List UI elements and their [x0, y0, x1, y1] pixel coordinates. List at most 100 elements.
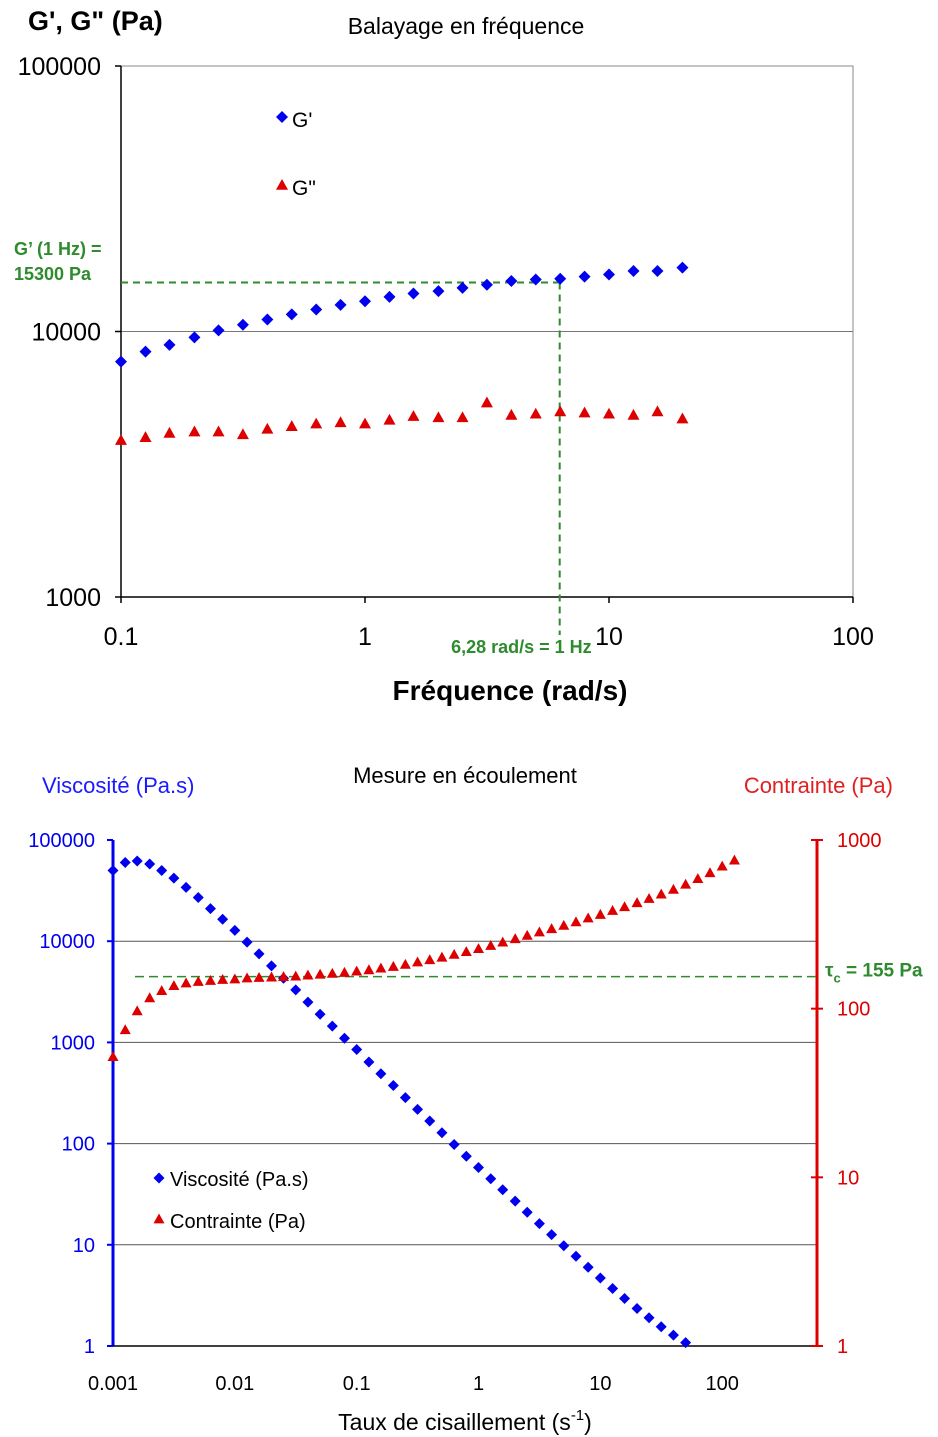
- chart2-point-stress: [704, 867, 716, 878]
- chart2-point-viscosity: [229, 924, 241, 936]
- chart1-point-g-prime: [163, 338, 176, 351]
- chart2-point-stress: [570, 916, 582, 927]
- chart1-point-g-prime: [529, 273, 542, 286]
- chart2-point-stress: [728, 854, 740, 865]
- chart2-y-tick-label-left: 100000: [28, 830, 95, 852]
- chart2-point-stress: [119, 1024, 131, 1035]
- chart1-point-g-prime: [188, 331, 201, 344]
- chart1-xlabel: Fréquence (rad/s): [393, 675, 628, 706]
- chart1-point-g-double-prime: [188, 425, 201, 437]
- chart2-point-viscosity: [217, 913, 229, 925]
- chart2-point-stress: [473, 943, 485, 954]
- chart2-point-stress: [180, 977, 192, 988]
- chart1-point-g-prime: [554, 272, 567, 285]
- chart2-point-stress: [253, 972, 265, 982]
- chart2-point-stress: [217, 973, 229, 984]
- chart1-point-g-prime: [676, 261, 689, 274]
- chart1-x-tick-label: 100: [832, 623, 874, 651]
- chart2-point-viscosity: [241, 936, 253, 948]
- chart1-point-g-double-prime: [627, 408, 640, 420]
- chart1-x-tick-label: 1: [358, 623, 372, 651]
- chart2-legend-label-viscosity: Viscosité (Pa.s): [170, 1169, 309, 1191]
- chart2-y-tick-label-right: 100: [837, 999, 870, 1021]
- chart2-y-tick-label-left: 1000: [51, 1032, 96, 1054]
- chart2-point-stress: [607, 904, 619, 915]
- chart2-point-stress: [533, 926, 545, 937]
- chart2-point-viscosity: [655, 1321, 667, 1333]
- chart2-point-viscosity: [485, 1173, 497, 1185]
- chart1-g1hz-label-line1: G’ (1 Hz) =: [14, 239, 102, 259]
- chart2-point-stress: [302, 969, 314, 980]
- chart2-ylabel-right: Contrainte (Pa): [744, 773, 893, 798]
- chart2-point-stress: [716, 860, 728, 871]
- chart1-y-tick-label: 100000: [18, 53, 101, 81]
- chart2-y-tick-label-left: 10000: [39, 931, 95, 953]
- chart2-point-viscosity: [399, 1092, 411, 1104]
- chart2-point-stress: [266, 971, 278, 982]
- chart1-legend-label-g-double-prime: G": [292, 177, 316, 200]
- chart2-point-viscosity: [326, 1020, 338, 1032]
- chart2-point-viscosity: [619, 1292, 631, 1304]
- chart2-point-viscosity: [436, 1127, 448, 1139]
- chart2-point-viscosity: [156, 864, 168, 876]
- chart2-point-viscosity: [253, 948, 265, 960]
- chart2-ylabel-left: Viscosité (Pa.s): [42, 773, 194, 798]
- chart2-point-stress: [192, 975, 204, 986]
- chart2-x-tick-label: 1: [473, 1373, 484, 1395]
- chart1-point-g-prime: [578, 270, 591, 283]
- chart2-point-stress: [655, 888, 667, 899]
- chart2-point-stress: [412, 956, 424, 967]
- chart2-legend-marker-stress: [153, 1213, 165, 1224]
- chart2-point-stress: [241, 972, 253, 983]
- chart2-point-stress: [424, 954, 436, 965]
- chart2-x-tick-label: 0.001: [88, 1373, 138, 1395]
- chart2-point-viscosity: [558, 1240, 570, 1252]
- chart1-point-g-prime: [359, 295, 371, 308]
- chart2-point-viscosity: [424, 1115, 436, 1127]
- chart2-point-stress: [399, 958, 411, 969]
- chart1-legend-marker-g-double-prime: [276, 179, 288, 190]
- chart2-tau-c-label: τc = 155 Pa: [825, 961, 923, 986]
- chart2-point-viscosity: [192, 892, 204, 904]
- chart2-y-tick-label-right: 1: [837, 1336, 848, 1358]
- chart1-point-g-double-prime: [115, 434, 127, 445]
- chart2-point-stress: [351, 965, 363, 976]
- chart2-y-tick-label-left: 10: [73, 1235, 95, 1257]
- chart1-y-tick-label: 1000: [45, 584, 101, 612]
- chart2-point-stress: [521, 929, 533, 940]
- chart2-point-stress: [229, 973, 241, 984]
- chart2-point-stress: [497, 936, 509, 947]
- chart2-point-viscosity: [570, 1250, 582, 1262]
- chart2-point-stress: [375, 962, 387, 973]
- chart2-point-viscosity: [338, 1032, 350, 1044]
- chart2-point-stress: [546, 923, 558, 934]
- chart2-point-viscosity: [509, 1195, 521, 1207]
- chart2-point-viscosity: [448, 1138, 460, 1150]
- chart2-legend-label-stress: Contrainte (Pa): [170, 1211, 306, 1233]
- chart2-point-viscosity: [412, 1103, 424, 1115]
- chart2-point-stress: [144, 992, 156, 1003]
- chart1-point-g-double-prime: [505, 408, 518, 420]
- chart1-x-tick-label: 0.1: [104, 623, 139, 651]
- chart1-point-g-prime: [603, 268, 615, 281]
- chart1-point-g-prime: [480, 278, 493, 291]
- chart1-point-g-prime: [115, 355, 127, 368]
- chart2-point-viscosity: [290, 984, 302, 996]
- chart2-point-stress: [643, 892, 655, 903]
- chart1-point-g-double-prime: [480, 396, 493, 408]
- chart2-point-viscosity: [302, 996, 314, 1008]
- chart2-point-viscosity: [643, 1312, 655, 1324]
- chart2-point-viscosity: [582, 1261, 594, 1273]
- chart2-point-viscosity: [607, 1282, 619, 1294]
- chart2-point-viscosity: [266, 960, 278, 972]
- chart2-point-stress: [558, 919, 570, 930]
- chart1-point-g-double-prime: [139, 431, 152, 442]
- frequency-sweep-chart: G', G" (Pa) Balayage en fréquence Fréque…: [14, 6, 874, 706]
- chart1-point-g-double-prime: [359, 417, 371, 429]
- flow-measurement-chart: Viscosité (Pa.s) Mesure en écoulement Co…: [28, 763, 923, 1435]
- chart2-point-viscosity: [546, 1229, 558, 1241]
- chart2-point-viscosity: [314, 1008, 326, 1020]
- chart2-point-viscosity: [144, 858, 156, 870]
- chart2-point-viscosity: [363, 1056, 375, 1068]
- chart1-point-g-prime: [627, 264, 640, 277]
